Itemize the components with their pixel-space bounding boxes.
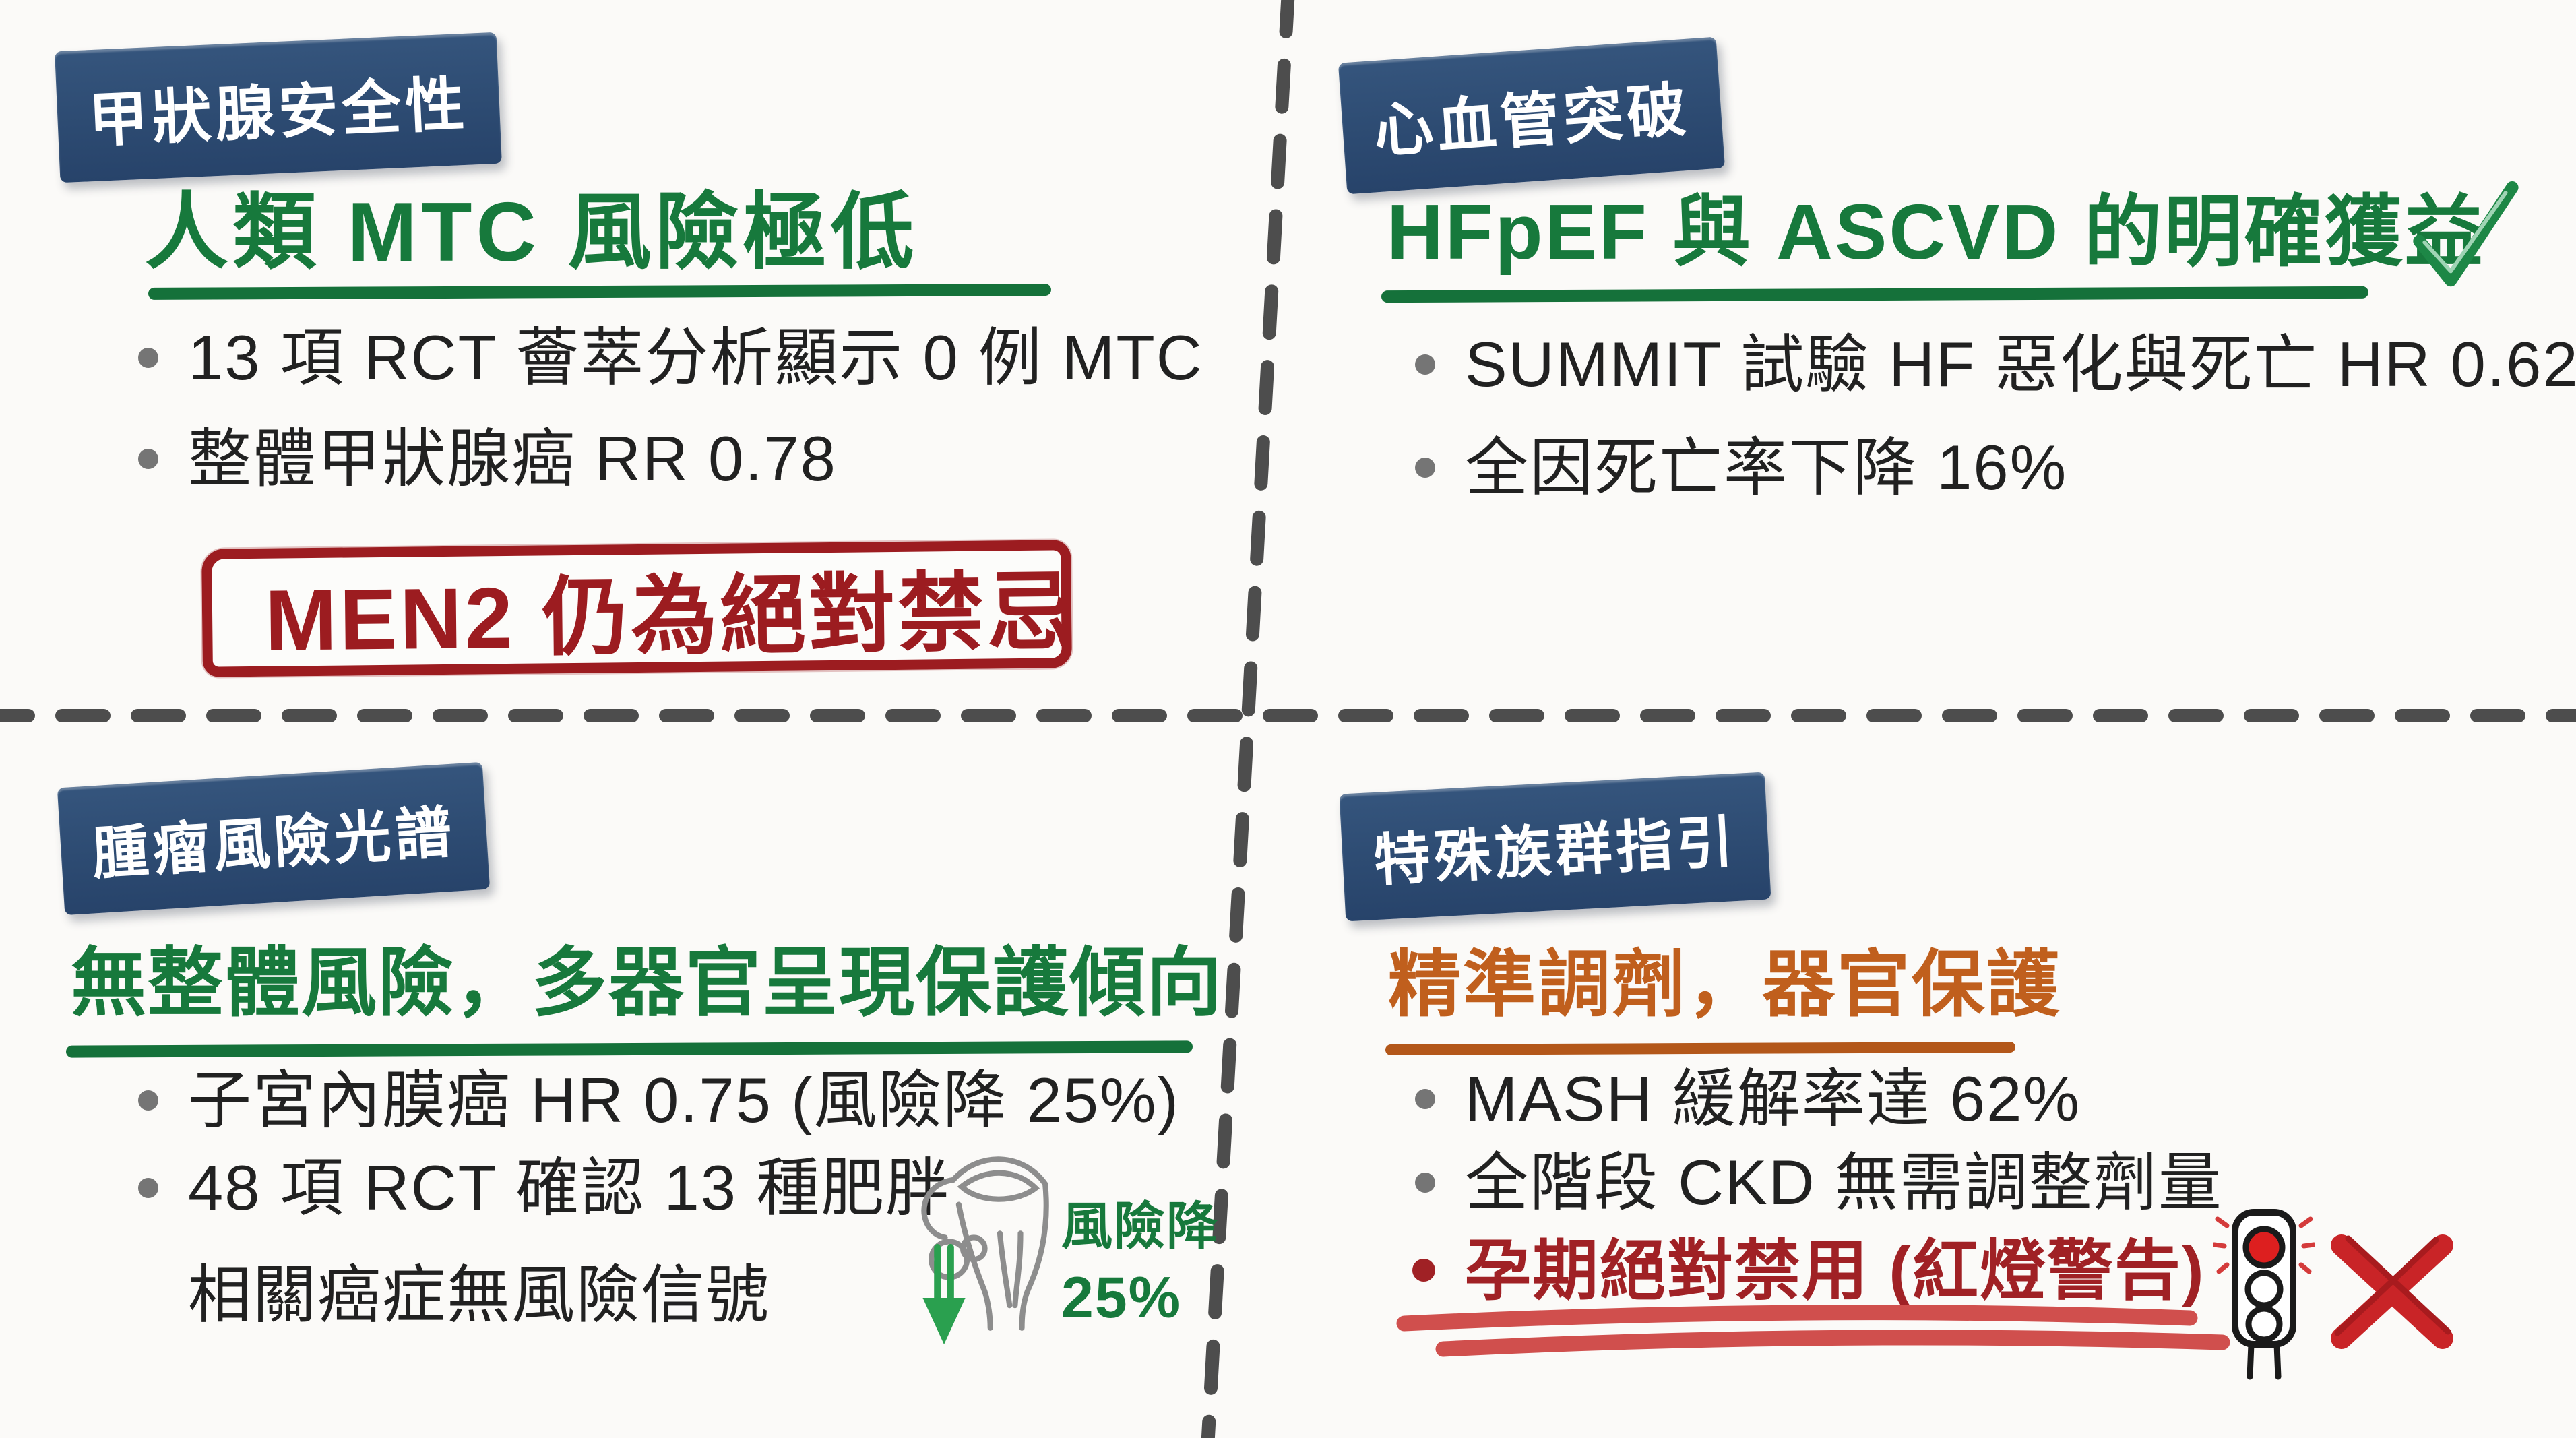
check-icon bbox=[2413, 181, 2519, 287]
x-mark-icon bbox=[2331, 1234, 2453, 1349]
bullet-br-1: MASH 緩解率達 62% bbox=[1415, 1063, 2081, 1134]
bullet-text: 48 項 RCT 確認 13 種肥胖 bbox=[188, 1152, 951, 1223]
bullet-text: 整體甲狀腺癌 RR 0.78 bbox=[188, 423, 837, 494]
badge-cardiovascular: 心血管突破 bbox=[1338, 36, 1726, 195]
bullet-text: 全因死亡率下降 16% bbox=[1465, 432, 2068, 503]
bullet-bl-2: 48 項 RCT 確認 13 種肥胖 bbox=[138, 1152, 951, 1223]
title-tumor-risk: 無整體風險，多器官呈現保護傾向 bbox=[71, 941, 1223, 1025]
bullet-tl-2: 整體甲狀腺癌 RR 0.78 bbox=[138, 423, 837, 494]
down-arrow-icon bbox=[922, 1243, 966, 1345]
badge-thyroid-safety: 甲狀腺安全性 bbox=[55, 32, 502, 183]
bullet-dot bbox=[138, 1090, 158, 1111]
bullet-dot bbox=[1415, 1089, 1435, 1109]
badge-tumor-risk: 腫瘤風險光譜 bbox=[57, 761, 491, 916]
bullet-bl-1: 子宮內膜癌 HR 0.75 (風險降 25%) bbox=[138, 1067, 1180, 1134]
bullet-dot bbox=[1415, 1173, 1435, 1193]
bullet-dot bbox=[1412, 1259, 1435, 1282]
bullet-br-3-pregnancy-warning: 孕期絕對禁用 (紅燈警告) bbox=[1412, 1236, 2205, 1305]
bullet-tl-1: 13 項 RCT 薈萃分析顯示 0 例 MTC bbox=[138, 322, 1203, 393]
red-emphasis-underline bbox=[1396, 1305, 2230, 1357]
bullet-dot bbox=[138, 449, 158, 469]
men2-warning-text: MEN2 仍為絕對禁忌 bbox=[264, 563, 1077, 669]
title-thyroid: 人類 MTC 風險極低 bbox=[145, 186, 918, 279]
bullet-text: MASH 緩解率達 62% bbox=[1465, 1063, 2081, 1134]
bullet-text: 孕期絕對禁用 (紅燈警告) bbox=[1465, 1233, 2205, 1307]
bullet-bl-2-continued: 相關癌症無風險信號 bbox=[188, 1259, 771, 1330]
bullet-dot bbox=[138, 348, 158, 368]
title-special-populations: 精準調劑，器官保護 bbox=[1388, 943, 2062, 1025]
risk-note-line2: 25% bbox=[1061, 1265, 1182, 1330]
bullet-text: 全階段 CKD 無需調整劑量 bbox=[1465, 1147, 2223, 1218]
badge-special-populations: 特殊族群指引 bbox=[1339, 772, 1771, 922]
risk-reduction-note: 風險降 25% bbox=[1061, 1194, 1219, 1336]
men2-warning-box: MEN2 仍為絕對禁忌 bbox=[201, 540, 1076, 677]
bullet-text: 13 項 RCT 薈萃分析顯示 0 例 MTC bbox=[188, 322, 1203, 393]
bullet-text: 子宮內膜癌 HR 0.75 (風險降 25%) bbox=[188, 1065, 1180, 1135]
risk-note-line1: 風險降 bbox=[1061, 1198, 1219, 1255]
bullet-br-2: 全階段 CKD 無需調整劑量 bbox=[1415, 1147, 2223, 1218]
bullet-tr-2: 全因死亡率下降 16% bbox=[1415, 432, 2068, 503]
bullet-dot bbox=[1415, 354, 1435, 375]
bullet-dot bbox=[1415, 458, 1435, 478]
bullet-text: SUMMIT 試驗 HF 惡化與死亡 HR 0.62 bbox=[1465, 329, 2576, 400]
bullet-tr-1: SUMMIT 試驗 HF 惡化與死亡 HR 0.62 bbox=[1415, 329, 2576, 400]
traffic-light-icon bbox=[2213, 1209, 2315, 1380]
title-cardiovascular: HFpEF 與 ASCVD 的明確獲益 bbox=[1387, 188, 2485, 276]
bullet-dot bbox=[138, 1178, 158, 1198]
